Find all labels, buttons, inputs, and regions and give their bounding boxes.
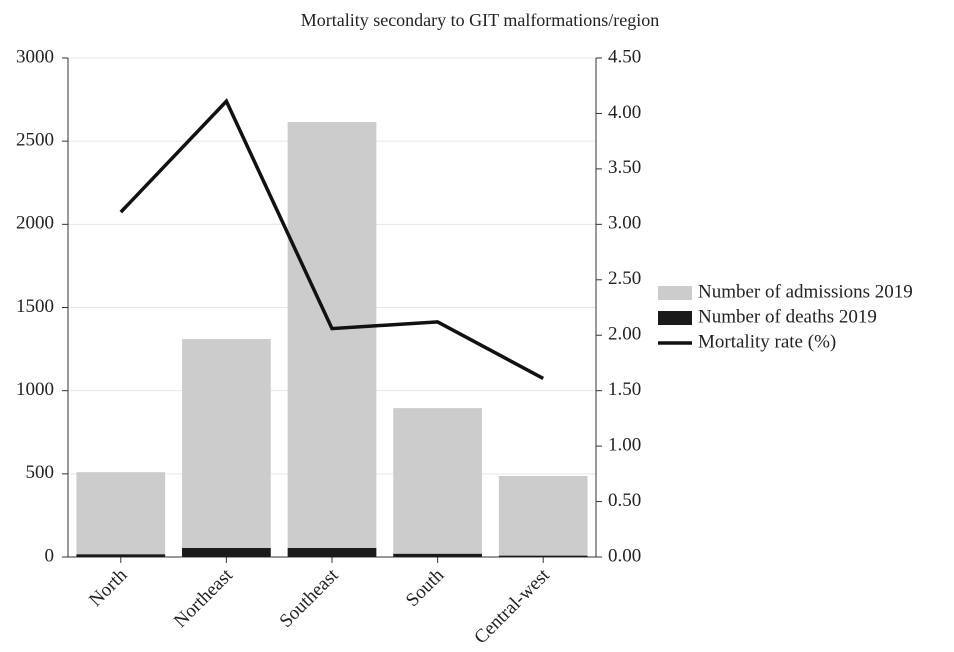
bar — [287, 548, 377, 557]
y2-tick-label: 0.50 — [608, 490, 641, 511]
y2-tick-label: 3.50 — [608, 157, 641, 178]
y2-tick-label: 4.00 — [608, 102, 641, 123]
line — [119, 98, 545, 381]
y-tick-label: 0 — [45, 545, 55, 566]
bar — [182, 548, 271, 557]
x-tick-label: Northeast — [170, 564, 238, 632]
legend-swatch — [658, 311, 692, 325]
y2-tick-label: 4.50 — [608, 46, 641, 67]
y2-tick-label: 0.00 — [608, 545, 641, 566]
legend-label: Number of admissions 2019 — [698, 281, 913, 302]
y-tick-label: 2500 — [16, 130, 54, 151]
bar — [287, 122, 377, 557]
y2-tick-label: 2.00 — [608, 324, 641, 345]
y2-tick-label: 2.50 — [608, 268, 641, 289]
bar — [182, 339, 271, 557]
y-tick-label: 1000 — [16, 379, 54, 400]
chart-title: Mortality secondary to GIT malformations… — [301, 10, 660, 30]
y-tick-label: 2000 — [16, 213, 54, 234]
y2-tick-label: 1.50 — [608, 379, 641, 400]
bar — [393, 408, 482, 557]
bar — [498, 475, 588, 557]
y2-tick-label: 1.00 — [608, 434, 641, 455]
y2-tick-label: 3.00 — [608, 213, 641, 234]
x-tick-label: Central-west — [470, 564, 554, 648]
x-tick-label: South — [402, 564, 449, 611]
legend-label: Mortality rate (%) — [698, 331, 836, 352]
y-tick-label: 500 — [26, 462, 55, 483]
bar — [76, 472, 166, 557]
bar — [498, 555, 588, 557]
y-tick-label: 3000 — [16, 46, 54, 67]
bar — [393, 553, 482, 557]
bar — [76, 554, 166, 557]
legend-swatch — [658, 286, 692, 300]
legend-label: Number of deaths 2019 — [698, 306, 877, 327]
x-tick-label: North — [85, 564, 132, 611]
y-tick-label: 1500 — [16, 296, 54, 317]
x-tick-label: Southeast — [276, 564, 344, 632]
